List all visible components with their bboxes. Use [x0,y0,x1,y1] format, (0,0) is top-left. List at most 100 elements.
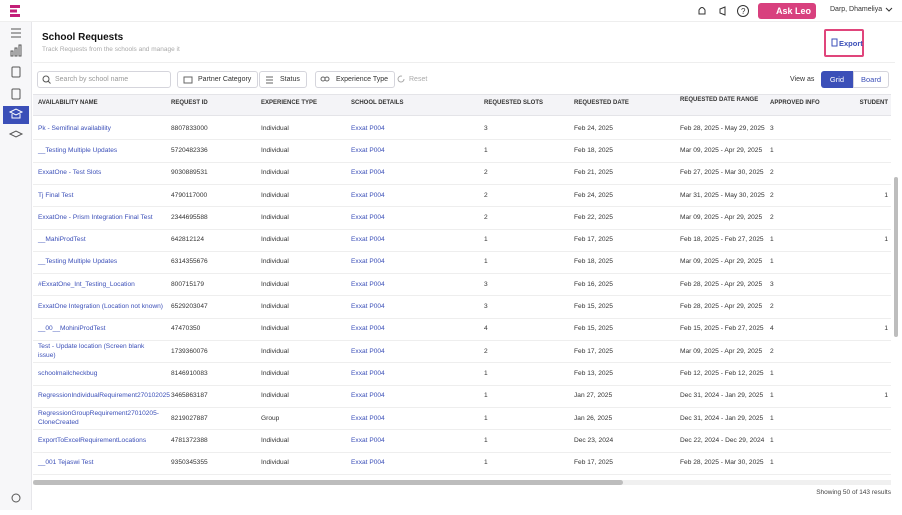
sidebar [0,22,32,510]
ask-leo-button[interactable]: Ask Leo [758,3,816,19]
cell-school[interactable]: Exxat P004 [351,347,385,355]
cell-approved: 1 [770,146,774,154]
cell-date: Feb 16, 2025 [574,280,613,288]
column-header[interactable]: REQUESTED DATE RANGE [680,97,759,103]
cell-date: Feb 24, 2025 [574,191,613,199]
cell-date: Feb 21, 2025 [574,169,613,177]
user-name[interactable]: Darp, Dhameliya [830,6,883,13]
cell-name[interactable]: __Testing Multiple Updates [38,146,118,154]
cell-slots: 1 [484,459,488,467]
cell-name[interactable]: __001 Tejaswi Test [38,459,94,467]
cell-school[interactable]: Exxat P004 [351,459,385,467]
cell-name[interactable]: ExportToExcelRequirementLocations [38,436,147,444]
chevron [885,7,893,12]
row-divider [33,295,891,297]
filter-button[interactable]: Partner Category [177,71,259,88]
row-divider [33,406,891,408]
row-divider [33,317,891,319]
page-title: School Requests [42,32,124,43]
cell-name[interactable]: schoolmailcheckbug [38,369,98,377]
cell-name[interactable]: __Testing Multiple Updates [38,258,118,266]
search-box[interactable]: Search by school name [37,71,171,88]
cell-name[interactable]: RegressionIndividualRequirement270102025 [38,392,170,400]
cell-school[interactable]: Exxat P004 [351,236,385,244]
row-divider [33,139,891,141]
cell-school[interactable]: Exxat P004 [351,191,385,199]
row-divider [33,340,891,341]
cell-school[interactable]: Exxat P004 [351,436,385,444]
cell-type: Individual [261,280,289,288]
reset-button[interactable]: Reset [409,76,428,83]
cell-name[interactable]: __00__MohiniProdTest [38,325,106,333]
cell-school[interactable]: Exxat P004 [351,369,385,377]
cell-school[interactable]: Exxat P004 [351,414,385,422]
row-divider [33,473,891,475]
cell-approved: 1 [770,414,774,422]
board-view-button[interactable]: Board [853,71,889,88]
filter-button[interactable]: Status [259,71,307,88]
cell-school[interactable]: Exxat P004 [351,146,385,154]
cell-range: Feb 27, 2025 - Mar 30, 2025 [680,169,764,177]
cell-range: Feb 18, 2025 - Feb 27, 2025 [680,236,764,244]
row-divider [33,183,891,185]
cell-date: Feb 15, 2025 [574,303,613,311]
column-header: SCHOOL DETAILS [351,100,404,106]
cell-name[interactable]: Tj Final Test [38,191,74,199]
nav-icons[interactable] [0,22,32,510]
row-divider [33,273,891,275]
cell-name[interactable]: Test - Update location (Screen blank iss… [38,343,145,360]
cell-school[interactable]: Exxat P004 [351,303,385,311]
column-header[interactable]: AVAILABILITY NAME [38,100,98,106]
cell-name[interactable]: __MahiProdTest [38,236,86,244]
cell-type: Individual [261,124,289,132]
cell-approved: 1 [770,258,774,266]
cell-date: Feb 18, 2025 [574,258,613,266]
top-bar: ? Ask Leo Darp, Dhameliya [0,0,902,22]
cell-id: 47470350 [171,325,201,333]
cell-school[interactable]: Exxat P004 [351,213,385,221]
cell-student: 1 [884,236,888,244]
divider [33,62,895,63]
cell-name[interactable]: RegressionGroupRequirement27010205-Clone… [38,410,159,427]
cell-slots: 2 [484,169,488,177]
row-divider [33,384,891,386]
cell-slots: 4 [484,325,488,333]
cell-id: 3465863187 [171,392,208,400]
cell-id: 8807833000 [171,124,208,132]
cell-range: Feb 28, 2025 - May 29, 2025 [680,124,765,132]
cell-date: Feb 13, 2025 [574,369,613,377]
cell-type: Individual [261,459,289,467]
export-button[interactable]: Export [839,39,863,48]
cell-range: Feb 28, 2025 - Apr 29, 2025 [680,280,763,288]
row-divider [33,362,891,364]
grid-view-button[interactable]: Grid [821,71,853,88]
cell-slots: 1 [484,258,488,266]
cell-id: 642812124 [171,236,205,244]
cell-name[interactable]: Pk - Semifinal availability [38,124,111,132]
cell-range: Mar 09, 2025 - Apr 29, 2025 [680,146,763,154]
cell-approved: 4 [770,325,774,333]
cell-school[interactable]: Exxat P004 [351,169,385,177]
cell-school[interactable]: Exxat P004 [351,258,385,266]
cell-school[interactable]: Exxat P004 [351,280,385,288]
cell-date: Feb 17, 2025 [574,347,613,355]
cell-name[interactable]: ExxatOne - Test Slots [38,169,102,177]
row-divider [33,206,891,208]
cell-type: Individual [261,369,289,377]
cell-school[interactable]: Exxat P004 [351,124,385,132]
cell-range: Mar 09, 2025 - Apr 29, 2025 [680,213,763,221]
main: School Requests Track Requests from the … [33,22,898,510]
top-icons[interactable]: ? [696,4,766,18]
cell-school[interactable]: Exxat P004 [351,325,385,333]
cell-range: Mar 31, 2025 - May 30, 2025 [680,191,765,199]
cell-approved: 2 [770,303,774,311]
cell-id: 8146910083 [171,369,208,377]
filter-button[interactable]: Experience Type [315,71,396,88]
cell-id: 1739360076 [171,347,208,355]
cell-name[interactable]: ExxatOne Integration (Location not known… [38,303,163,311]
cell-name[interactable]: #ExxatOne_Int_Testing_Location [38,280,135,288]
cell-name[interactable]: ExxatOne - Prism Integration Final Test [38,213,153,221]
column-header[interactable]: REQUESTED DATE [574,100,629,106]
cell-id: 4781372388 [171,436,208,444]
cell-school[interactable]: Exxat P004 [351,392,385,400]
